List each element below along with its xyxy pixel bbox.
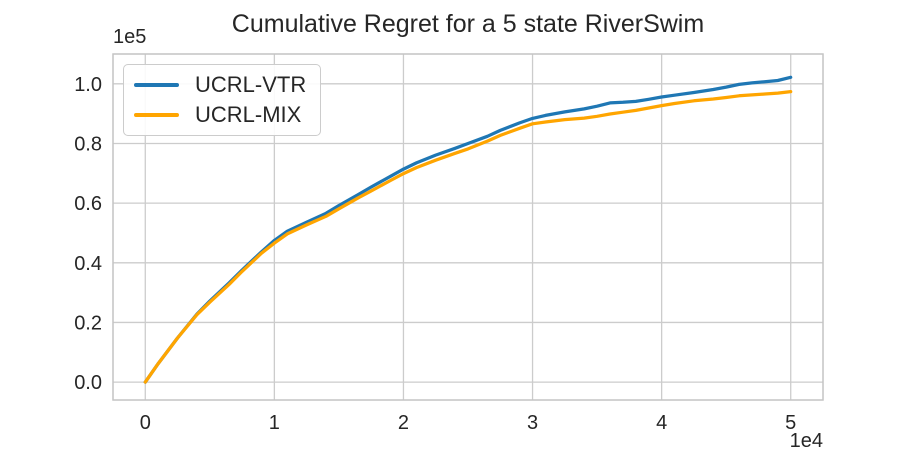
tick-label-layer: 0.0 0.2 0.4 0.6 0.8 1.0 0 1 2 3 4 5 — [74, 74, 796, 434]
legend-label-ucrl-vtr: UCRL-VTR — [195, 72, 307, 97]
y-tick-label: 0.2 — [74, 312, 102, 334]
grid-layer — [113, 54, 823, 400]
plot-border — [112, 53, 824, 401]
legend: UCRL-VTR UCRL-MIX — [123, 64, 322, 136]
legend-label-ucrl-mix: UCRL-MIX — [195, 102, 302, 127]
x-tick-label: 4 — [656, 412, 667, 434]
legend-entry-ucrl-mix: UCRL-MIX — [134, 101, 306, 129]
series-line-ucrl-mix — [143, 89, 793, 384]
y-axis-offset-label: 1e5 — [113, 26, 147, 48]
ucrl-mix-line-swatch — [134, 113, 179, 117]
y-tick-label: 1.0 — [74, 74, 102, 96]
x-tick-label: 0 — [140, 412, 151, 434]
y-tick-label: 0.4 — [74, 253, 102, 275]
x-tick-label: 2 — [398, 412, 409, 434]
series-layer — [143, 75, 793, 384]
chart-title: Cumulative Regret for a 5 state RiverSwi… — [231, 10, 705, 38]
x-tick-label: 5 — [785, 412, 796, 434]
x-axis-offset-label: 1e4 — [789, 430, 823, 452]
x-tick-label: 1 — [269, 412, 280, 434]
y-tick-label: 0.6 — [74, 193, 102, 215]
ucrl-vtr-line-swatch — [134, 83, 179, 87]
y-tick-label: 0.0 — [74, 372, 102, 394]
y-tick-label: 0.8 — [74, 133, 102, 155]
x-tick-label: 3 — [527, 412, 538, 434]
legend-entry-ucrl-vtr: UCRL-VTR — [134, 71, 306, 99]
